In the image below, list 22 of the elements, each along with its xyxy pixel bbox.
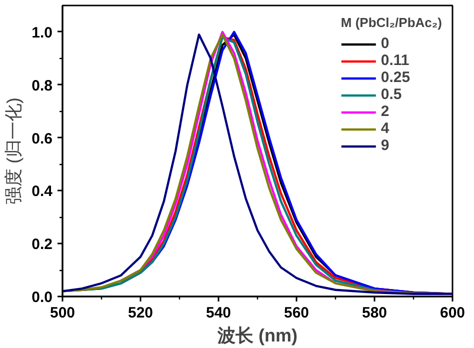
- x-tick-label: 520: [128, 304, 154, 322]
- y-tick-label: 0.0: [32, 289, 53, 306]
- y-tick-label: 0.8: [32, 77, 53, 94]
- legend-label: 0.25: [380, 69, 410, 86]
- legend-title: M (PbCl₂/PbAc₂): [340, 15, 442, 30]
- legend-label: 0.11: [380, 52, 410, 69]
- y-tick-label: 1.0: [32, 24, 53, 42]
- x-tick-label: 580: [362, 304, 388, 322]
- legend-label: 2: [380, 103, 390, 120]
- legend-label: 0: [380, 35, 390, 52]
- legend-label: 9: [380, 137, 390, 154]
- y-tick-label: 0.2: [32, 236, 53, 254]
- legend-label: 4: [380, 120, 390, 137]
- x-axis-title: 波长 (nm): [216, 326, 298, 346]
- legend-label: 0.5: [380, 86, 402, 103]
- y-axis-title: 强度 (归一化): [4, 97, 24, 204]
- x-tick-label: 560: [284, 304, 310, 322]
- x-tick-label: 500: [50, 304, 76, 322]
- y-tick-label: 0.4: [32, 183, 54, 200]
- x-tick-label: 600: [440, 304, 466, 322]
- x-tick-label: 540: [206, 304, 232, 322]
- y-tick-label: 0.6: [32, 130, 53, 148]
